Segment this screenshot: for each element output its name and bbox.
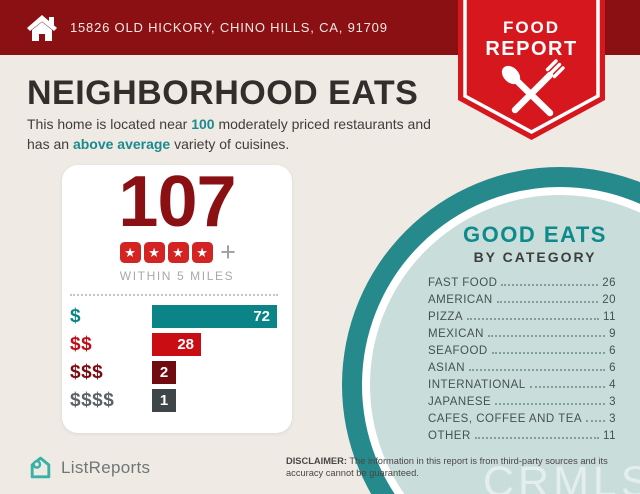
star-icon: ★ — [119, 241, 141, 263]
category-row: SEAFOOD 6 — [428, 345, 616, 362]
chart-row: $$$$ 1 — [70, 389, 278, 412]
intro-line1: This home is located near 100 moderately… — [27, 116, 431, 132]
category-value: 3 — [609, 396, 616, 408]
category-label: CAFES, COFFEE AND TEA — [428, 413, 583, 425]
category-row: INTERNATIONAL 4 — [428, 379, 616, 396]
category-row: AMERICAN 20 — [428, 294, 616, 311]
category-value: 9 — [609, 328, 616, 340]
dotted-leader — [586, 420, 606, 422]
category-label: FAST FOOD — [428, 277, 498, 289]
price-tier-label: $ — [70, 305, 82, 327]
dotted-leader — [495, 403, 606, 405]
stats-card: 107 ★ ★ ★ ★ + WITHIN 5 MILES $72 $$ 28 $$$ 2 $$$… — [62, 165, 292, 433]
category-label: SEAFOOD — [428, 345, 488, 357]
category-value: 3 — [609, 413, 616, 425]
chart-row: $72 — [70, 305, 278, 328]
category-label: MEXICAN — [428, 328, 484, 340]
category-label: ASIAN — [428, 362, 466, 374]
price-tier-label: $$ — [70, 333, 93, 355]
star-icon: ★ — [143, 241, 165, 263]
category-row: ASIAN 6 — [428, 362, 616, 379]
dotted-leader — [496, 301, 599, 303]
category-label: JAPANESE — [428, 396, 492, 408]
listreports-house-icon — [30, 456, 51, 479]
brand-name: ListReports — [61, 457, 151, 477]
category-row: FAST FOOD 26 — [428, 277, 616, 294]
category-row: OTHER 11 — [428, 430, 616, 447]
dotted-leader — [469, 369, 606, 371]
page-title: NEIGHBORHOOD EATS — [27, 74, 419, 112]
crmls-watermark: CRMLS — [483, 458, 640, 494]
category-label: PIZZA — [428, 311, 464, 323]
plus-sign: + — [220, 237, 236, 267]
star-rating-badges: ★ ★ ★ ★ — [118, 241, 214, 263]
good-eats-title: GOOD EATS — [463, 222, 607, 247]
category-value: 11 — [603, 311, 616, 323]
dotted-leader — [529, 386, 606, 388]
category-list: FAST FOOD 26 AMERICAN 20 PIZZA 11 MEXICAN 9 SEAF… — [428, 277, 616, 447]
category-value: 26 — [602, 277, 616, 289]
category-label: INTERNATIONAL — [428, 379, 526, 391]
intro-text: This home is located near 100 moderately… — [27, 114, 431, 154]
disclaimer-label: DISCLAIMER: — [286, 456, 347, 466]
star-icon: ★ — [167, 241, 189, 263]
category-row: MEXICAN 9 — [428, 328, 616, 345]
badge-line2: REPORT — [485, 38, 577, 60]
price-tier-bar: 2 — [152, 361, 176, 384]
dotted-leader — [491, 352, 606, 354]
restaurant-count: 100 — [191, 116, 215, 132]
price-tier-bar: 28 — [152, 333, 201, 356]
category-value: 11 — [603, 430, 616, 442]
price-tier-label: $$$ — [70, 361, 104, 383]
category-row: PIZZA 11 — [428, 311, 616, 328]
dotted-leader — [487, 335, 606, 337]
star-icon: ★ — [191, 241, 213, 263]
category-row: JAPANESE 3 — [428, 396, 616, 413]
chart-row: $$ 28 — [70, 333, 278, 356]
good-eats-circle — [362, 187, 640, 494]
bar-value: 72 — [253, 308, 270, 325]
price-tier-chart: $72 $$ 28 $$$ 2 $$$$ 1 — [62, 305, 292, 412]
spoon-fork-icon — [501, 59, 565, 117]
total-restaurants: 107 — [118, 162, 236, 242]
price-tier-bar: 1 — [152, 389, 176, 412]
category-label: AMERICAN — [428, 294, 493, 306]
category-value: 20 — [602, 294, 616, 306]
chart-row: $$$ 2 — [70, 361, 278, 384]
property-address: 15826 OLD HICKORY, CHINO HILLS, CA, 9170… — [70, 20, 388, 35]
radius-label: WITHIN 5 MILES — [119, 269, 235, 283]
bar-value: 28 — [177, 336, 194, 353]
price-tier-label: $$$$ — [70, 389, 115, 411]
intro-line2: has an above average variety of cuisines… — [27, 136, 290, 152]
badge-line1: FOOD — [503, 18, 560, 37]
home-icon — [27, 14, 57, 41]
category-value: 6 — [609, 345, 616, 357]
category-label: OTHER — [428, 430, 471, 442]
category-row: CAFES, COFFEE AND TEA 3 — [428, 413, 616, 430]
dotted-leader — [474, 437, 600, 439]
listreports-logo: ListReports — [28, 454, 150, 481]
bar-value: 1 — [159, 392, 169, 409]
star-rating: ★ ★ ★ ★ + — [62, 237, 292, 267]
variety-highlight: above average — [72, 136, 171, 152]
disclaimer: DISCLAIMER: The information in this repo… — [286, 456, 608, 478]
category-value: 6 — [609, 362, 616, 374]
dotted-leader — [501, 284, 599, 286]
good-eats-subtitle: BY CATEGORY — [473, 249, 597, 265]
food-report-badge: FOOD REPORT — [458, 0, 605, 140]
bar-value: 2 — [159, 364, 169, 381]
dotted-leader — [467, 318, 600, 320]
price-tier-bar: 72 — [152, 305, 277, 328]
dotted-divider — [70, 294, 278, 296]
category-value: 4 — [609, 379, 616, 391]
